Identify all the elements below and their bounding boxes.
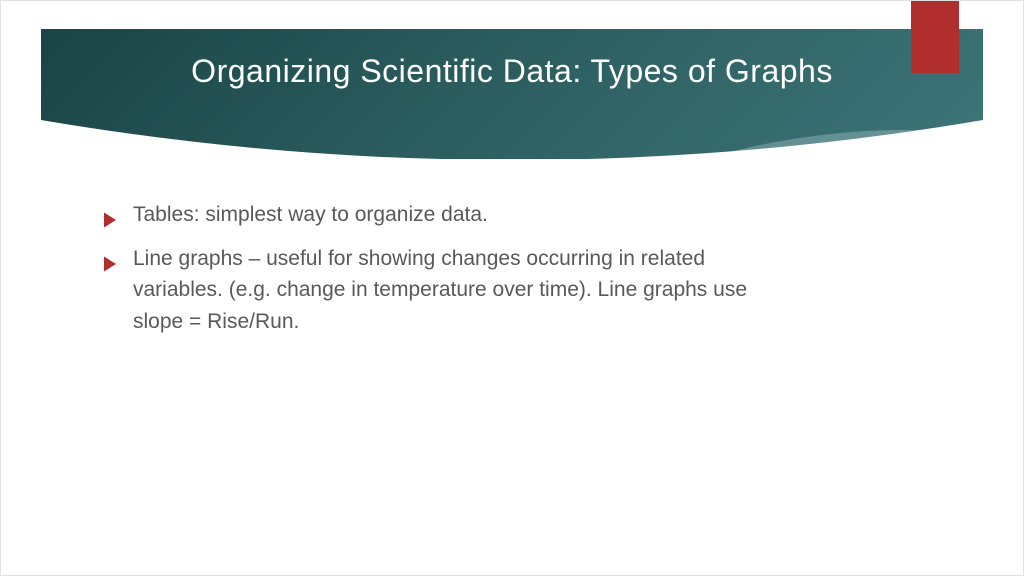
bullet-list: Tables: simplest way to organize data. L…: [101, 199, 923, 337]
title-banner: Organizing Scientific Data: Types of Gra…: [41, 29, 983, 159]
decorative-ribbon: [911, 1, 959, 73]
banner-bottom-curve: [41, 120, 983, 160]
triangle-bullet-icon: [101, 207, 119, 225]
list-item: Line graphs – useful for showing changes…: [101, 243, 923, 338]
bullet-text: Tables: simplest way to organize data.: [133, 199, 773, 231]
bullet-text: Line graphs – useful for showing changes…: [133, 243, 773, 338]
triangle-bullet-icon: [101, 251, 119, 269]
slide-title: Organizing Scientific Data: Types of Gra…: [41, 29, 983, 93]
slide-content: Tables: simplest way to organize data. L…: [1, 159, 1023, 337]
list-item: Tables: simplest way to organize data.: [101, 199, 923, 231]
